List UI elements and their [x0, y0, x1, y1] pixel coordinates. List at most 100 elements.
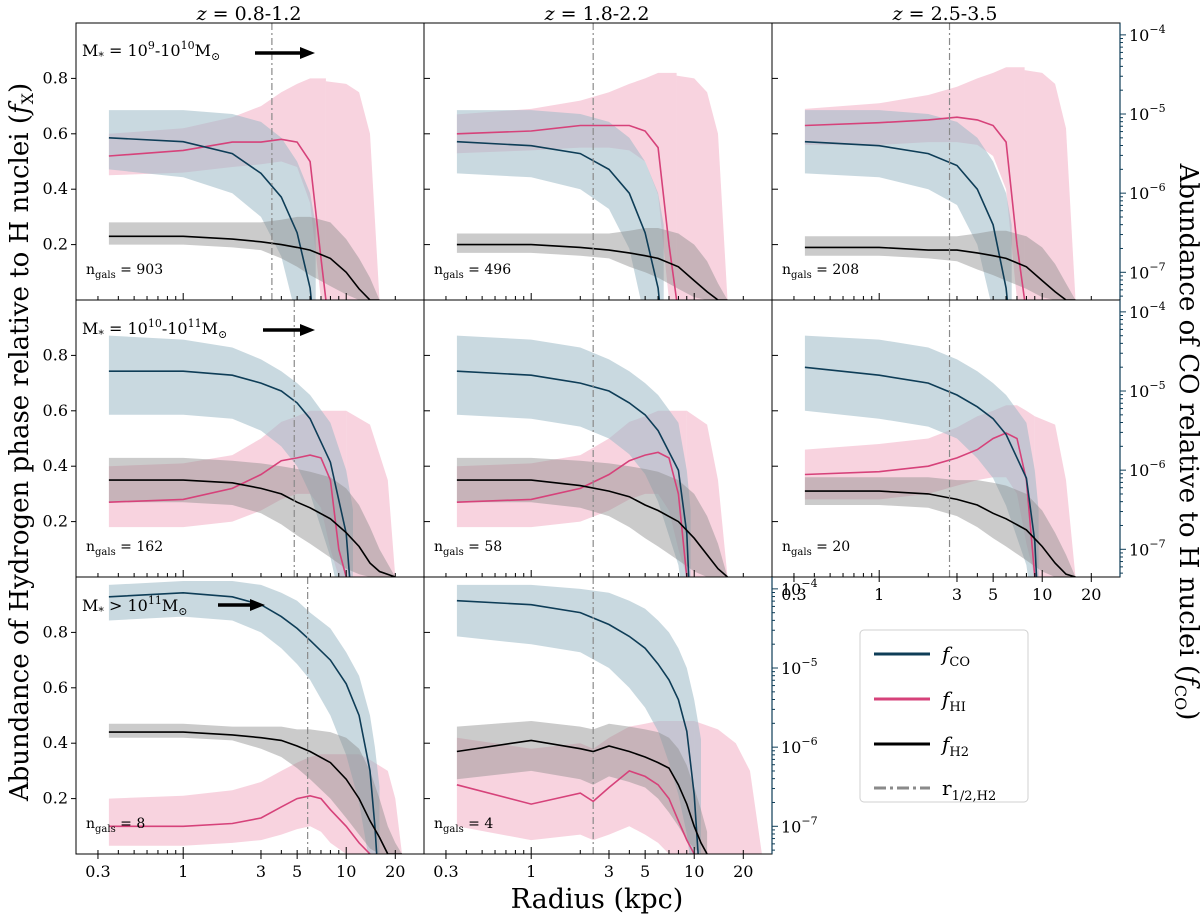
h2-line [456, 739, 708, 854]
hi-band-tail [694, 721, 762, 854]
hi-line [108, 794, 371, 854]
hi-band-tail [1024, 70, 1076, 300]
x-tick-label: 20 [385, 862, 405, 881]
panel-r1-c1: ngals = 903 0.2 0.4 0.6 0.8 [43, 22, 425, 301]
right-tick-label: 10−6 [1129, 458, 1166, 480]
y-tick-label: 0.6 [43, 124, 68, 143]
panel-r2-c2: ngals = 58 [423, 299, 773, 578]
arrow-head-1 [300, 47, 315, 59]
x-tick-label: 1 [874, 585, 884, 604]
hi-line [456, 769, 695, 854]
h2-line [804, 490, 1076, 577]
y-tick-label: 0.8 [43, 622, 68, 641]
y-tick-label: 0.8 [43, 68, 68, 87]
co-line [108, 137, 313, 300]
panel-plot-area [108, 23, 380, 300]
h2-band [804, 477, 1076, 577]
hi-band [108, 754, 371, 854]
x-tick-label: 5 [640, 862, 650, 881]
h2-line [804, 246, 1076, 300]
y-tick-label: 0.2 [43, 235, 68, 254]
h2-band [108, 216, 380, 300]
hi-band-tail [1034, 416, 1076, 577]
co-line [456, 370, 690, 577]
x-tick-label: 0.3 [433, 862, 458, 881]
panel-r2-c1: ngals = 162 0.2 0.4 0.6 0.8 [43, 299, 425, 578]
right-tick-label: 10−5 [1129, 379, 1166, 401]
panel-r2-c3: ngals = 20 0.3 1 3 5 10 20 10−7 10−6 10−5 10−4 [771, 299, 1166, 604]
hi-line [108, 454, 347, 577]
y-tick-label: 0.4 [43, 456, 68, 475]
col-title-2: z = 1.8-2.2 [544, 3, 650, 25]
x-tick-label: 10 [1032, 585, 1052, 604]
svg-text:M* > 1011M⊙: M* > 1011M⊙ [82, 594, 187, 618]
x-tick-label: 20 [733, 862, 753, 881]
col-title-3: z = 2.5-3.5 [892, 3, 998, 25]
hi-line [456, 124, 678, 300]
h2-band [108, 723, 403, 854]
co-band [108, 110, 316, 300]
ngals-label: ngals = 162 [86, 539, 163, 558]
panel-plot-area [108, 577, 403, 854]
y-axis-label-left: Abundance of Hydrogen phase relative to … [5, 83, 37, 802]
col-title-1: z = 0.8-1.2 [196, 3, 302, 25]
x-tick-label: 3 [604, 862, 614, 881]
co-line [804, 366, 1038, 577]
y-tick-label: 0.4 [43, 179, 68, 198]
h2-line [456, 479, 729, 577]
y-tick-label: 0.6 [43, 678, 68, 697]
x-tick-label: 5 [988, 585, 998, 604]
right-tick-label: 10−6 [781, 735, 818, 757]
y-tick-label: 0.6 [43, 401, 68, 420]
co-line [456, 599, 699, 854]
x-tick-label: 10 [336, 862, 356, 881]
arrow-head-2 [300, 324, 315, 336]
panel-plot-area [804, 23, 1076, 300]
panel-plot-area [108, 300, 396, 577]
x-tick-label: 3 [952, 585, 962, 604]
right-tick-label: 10−4 [1129, 300, 1166, 322]
legend-frame [859, 629, 1029, 803]
co-band [108, 581, 380, 854]
co-line [108, 591, 378, 854]
y-tick-label: 0.2 [43, 512, 68, 531]
hi-band-tail [346, 410, 396, 577]
x-tick-label: 0.3 [85, 862, 110, 881]
right-tick-label: 10−7 [781, 814, 818, 836]
co-band [456, 110, 664, 300]
co-line [108, 370, 351, 577]
x-tick-label: 1 [178, 862, 188, 881]
y-tick-label: 0.4 [43, 733, 68, 752]
x-tick-label: 0.3 [781, 585, 806, 604]
right-tick-label: 10−4 [1129, 23, 1166, 45]
hi-line [108, 138, 327, 300]
svg-text:M* = 1010-1011M⊙: M* = 1010-1011M⊙ [82, 317, 227, 341]
h2-line [456, 243, 728, 300]
ngals-label: ngals = 58 [434, 539, 502, 558]
row-label-2: M* = 1010-1011M⊙ [82, 317, 315, 341]
h2-line [108, 479, 396, 577]
co-line [456, 140, 661, 300]
ngals-label: ngals = 4 [434, 816, 493, 835]
panel-r3-c2: ngals = 4 0.3 1 3 5 10 20 10−7 10−6 10−5 10−4 [423, 576, 818, 881]
x-tick-label: 5 [292, 862, 302, 881]
right-tick-label: 10−7 [1129, 260, 1166, 282]
x-tick-label: 20 [1081, 585, 1101, 604]
y-tick-label: 0.8 [43, 345, 68, 364]
row-label-1: M* = 109-1010M⊙ [82, 39, 315, 63]
panel-plot-area [804, 300, 1076, 577]
svg-text:M* = 109-1010M⊙: M* = 109-1010M⊙ [82, 39, 220, 63]
co-line [804, 140, 1009, 300]
panel-r3-c1: ngals = 8 0.3 1 3 5 10 20 0.2 0.4 0.6 0.8 [43, 576, 425, 881]
h2-band [456, 457, 728, 577]
h2-line [108, 731, 402, 854]
right-tick-label: 10−4 [781, 577, 818, 599]
ngals-label: ngals = 496 [434, 262, 511, 281]
ngals-label: ngals = 208 [782, 262, 859, 281]
hi-line [804, 116, 1026, 300]
panels-group: ngals = 903 0.2 0.4 0.6 0.8 ngals = 496 ngals … [43, 22, 1166, 881]
hi-band-tail [325, 81, 380, 300]
co-band [804, 335, 1039, 577]
h2-band [456, 721, 708, 854]
right-tick-label: 10−5 [781, 656, 818, 678]
